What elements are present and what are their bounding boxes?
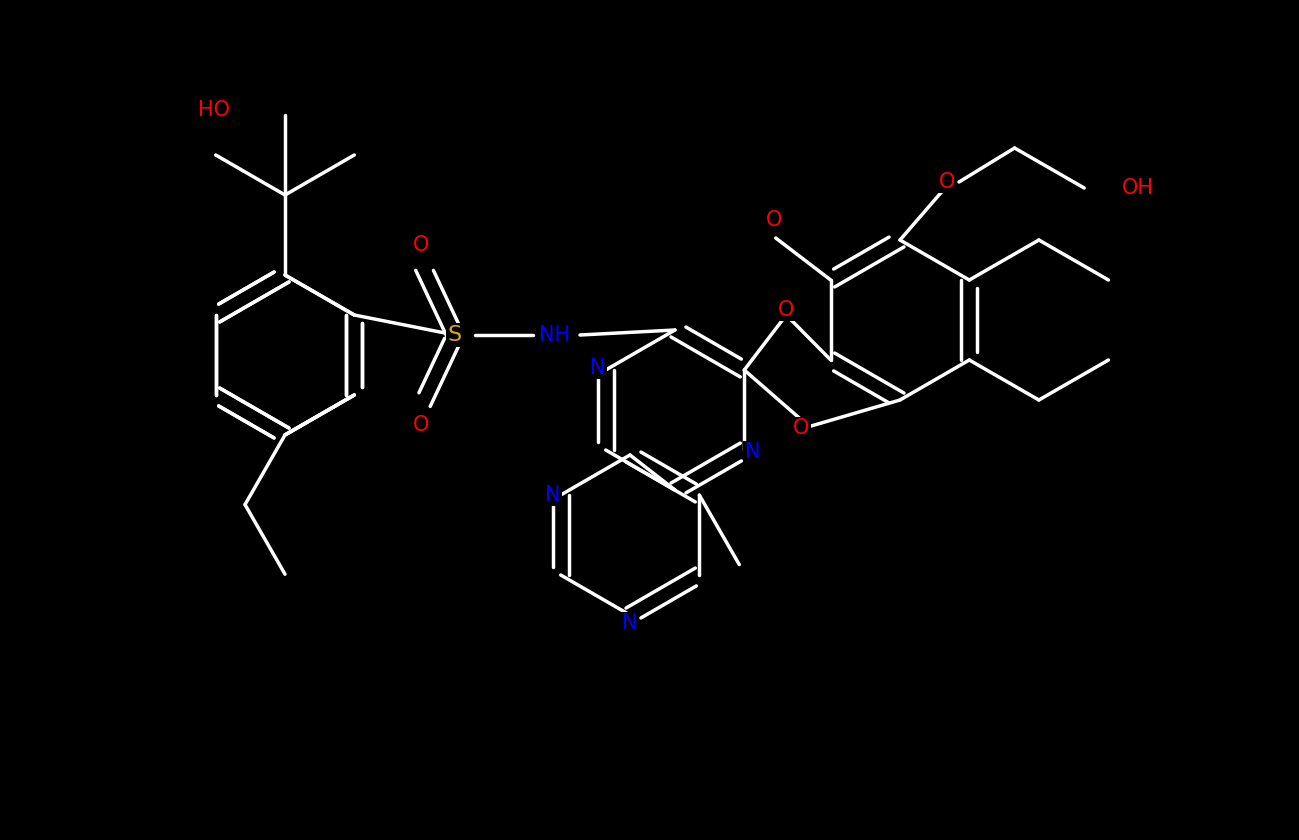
Text: O: O <box>778 300 795 320</box>
Text: HO: HO <box>197 100 230 120</box>
Text: O: O <box>794 418 809 438</box>
Text: N: N <box>622 613 638 633</box>
Text: S: S <box>448 325 462 345</box>
Text: N: N <box>546 485 560 505</box>
Text: O: O <box>765 210 782 230</box>
Text: N: N <box>744 442 760 462</box>
Text: OH: OH <box>1122 178 1155 198</box>
Text: O: O <box>413 415 429 435</box>
Text: O: O <box>939 172 955 192</box>
Text: NH: NH <box>539 325 570 345</box>
Text: N: N <box>590 358 605 378</box>
Text: O: O <box>413 235 429 255</box>
